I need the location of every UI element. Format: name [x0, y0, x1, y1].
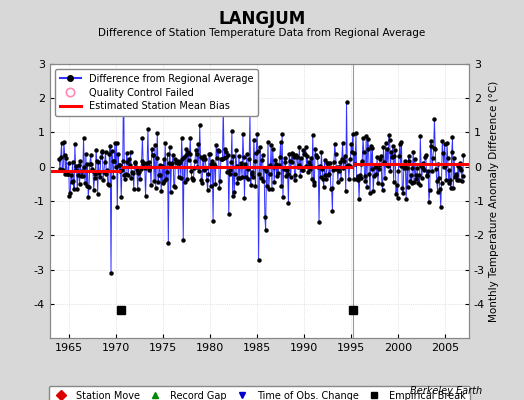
Text: Difference of Station Temperature Data from Regional Average: Difference of Station Temperature Data f… — [99, 28, 425, 38]
Y-axis label: Monthly Temperature Anomaly Difference (°C): Monthly Temperature Anomaly Difference (… — [489, 80, 499, 322]
Text: Berkeley Earth: Berkeley Earth — [410, 386, 482, 396]
Text: LANGJUM: LANGJUM — [219, 10, 305, 28]
Legend: Station Move, Record Gap, Time of Obs. Change, Empirical Break: Station Move, Record Gap, Time of Obs. C… — [49, 386, 470, 400]
